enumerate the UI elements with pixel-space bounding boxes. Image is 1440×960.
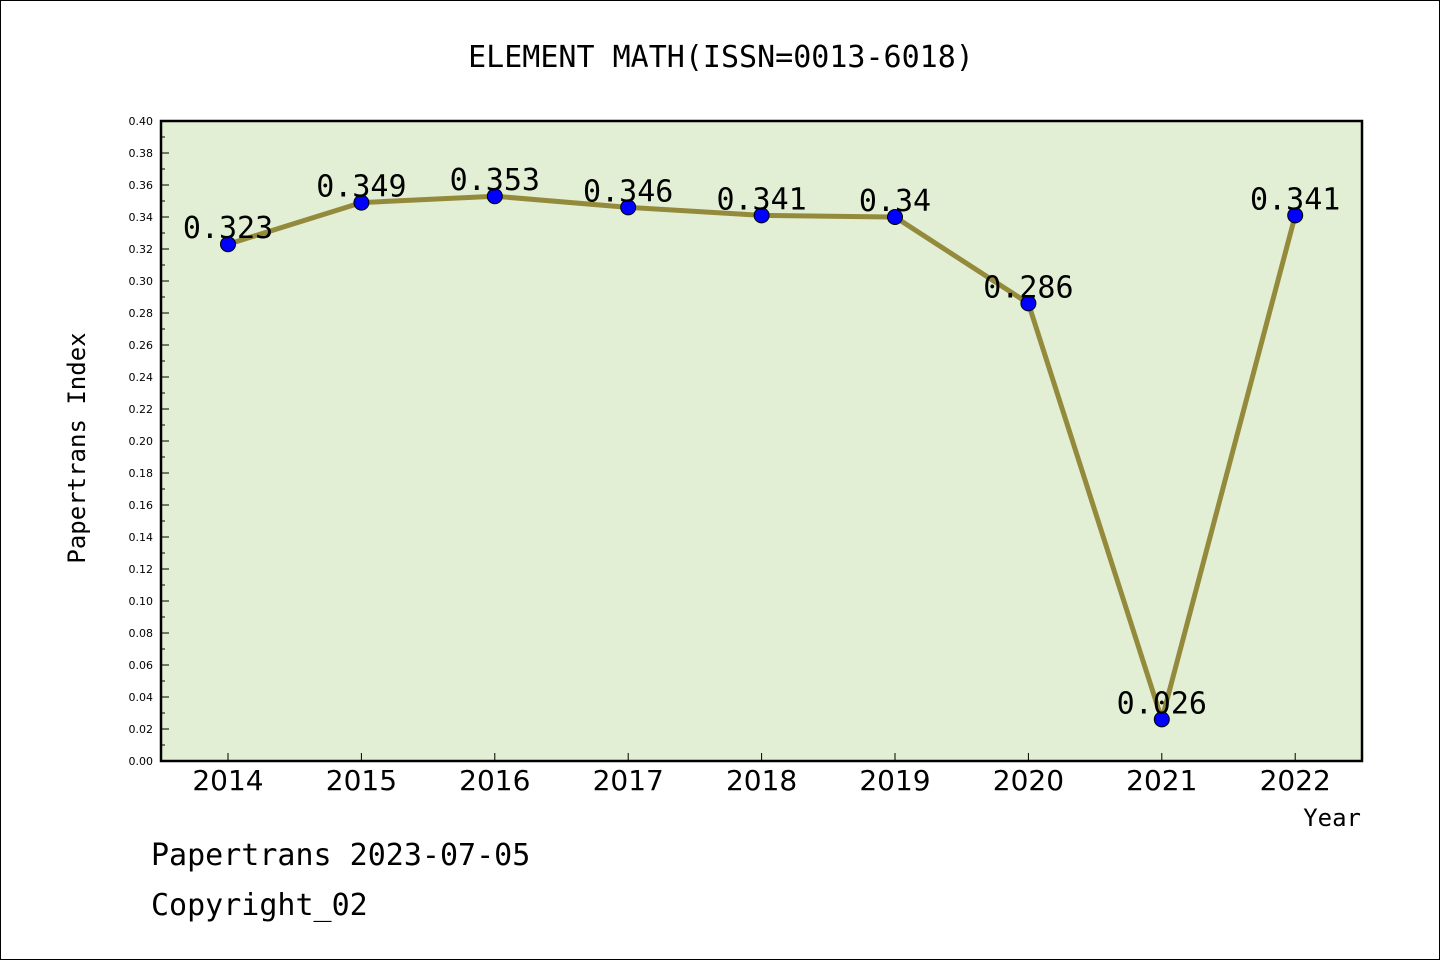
x-axis-label: Year — [1303, 804, 1361, 832]
y-tick-label: 0.20 — [129, 435, 154, 448]
data-label: 0.349 — [316, 170, 406, 205]
data-point — [353, 194, 370, 211]
y-tick-label: 0.00 — [129, 755, 154, 768]
x-tick-label: 2019 — [859, 764, 930, 797]
y-tick-label: 0.28 — [129, 307, 154, 320]
series-line-group — [220, 188, 1304, 728]
y-tick-label: 0.26 — [129, 339, 154, 352]
y-tick-label: 0.14 — [129, 531, 154, 544]
y-axis-label: Papertrans Index — [63, 332, 91, 563]
y-tick-label: 0.40 — [129, 115, 154, 128]
y-tick-label: 0.16 — [129, 499, 154, 512]
data-point — [1153, 711, 1170, 728]
x-tick-label: 2022 — [1260, 764, 1331, 797]
y-tick-label: 0.30 — [129, 275, 154, 288]
y-tick-label: 0.10 — [129, 595, 154, 608]
data-label: 0.341 — [716, 182, 806, 217]
data-point — [753, 207, 770, 224]
x-tick-label: 2016 — [459, 764, 530, 797]
data-label: 0.323 — [183, 211, 273, 246]
y-tick-label: 0.34 — [129, 211, 154, 224]
data-label: 0.341 — [1250, 182, 1340, 217]
x-tick-label: 2017 — [593, 764, 664, 797]
plot-area — [159, 119, 1364, 763]
x-tick-label: 2021 — [1126, 764, 1197, 797]
y-tick-label: 0.12 — [129, 563, 154, 576]
y-tick-label: 0.08 — [129, 627, 154, 640]
data-point — [486, 188, 503, 205]
footer-copyright: Copyright_02 — [151, 888, 368, 923]
x-axis: 2014 2015 2016 2017 2018 2019 2020 2021 2022 — [192, 753, 1331, 797]
y-axis: 0.00 0.02 0.04 0.06 0.08 0.10 0.12 0.14 0.16 0.18… — [129, 115, 169, 768]
data-label: 0.026 — [1117, 686, 1207, 721]
data-label: 0.34 — [859, 184, 931, 219]
data-label: 0.286 — [983, 270, 1073, 305]
data-label: 0.346 — [583, 174, 673, 209]
y-tick-label: 0.02 — [129, 723, 154, 736]
y-tick-label: 0.38 — [129, 147, 154, 160]
y-tick-label: 0.04 — [129, 691, 154, 704]
y-tick-label: 0.32 — [129, 243, 154, 256]
y-tick-label: 0.06 — [129, 659, 154, 672]
data-point — [1020, 295, 1037, 312]
data-label: 0.353 — [450, 163, 540, 198]
y-tick-label: 0.22 — [129, 403, 154, 416]
y-tick-label: 0.36 — [129, 179, 154, 192]
y-tick-label: 0.18 — [129, 467, 154, 480]
data-labels-group: 0.323 0.349 0.353 0.346 0.341 0.34 0.286 0.026 0… — [183, 163, 1341, 721]
y-tick-label: 0.24 — [129, 371, 154, 384]
x-tick-label: 2014 — [192, 764, 263, 797]
footer-date: Papertrans 2023-07-05 — [151, 838, 530, 873]
data-point — [887, 209, 903, 225]
data-point — [1287, 207, 1304, 224]
chart-title: ELEMENT MATH(ISSN=0013-6018) — [468, 40, 974, 75]
x-tick-label: 2018 — [726, 764, 797, 797]
data-point — [220, 236, 236, 253]
x-tick-label: 2015 — [326, 764, 397, 797]
x-tick-label: 2020 — [993, 764, 1064, 797]
data-point — [620, 199, 637, 216]
